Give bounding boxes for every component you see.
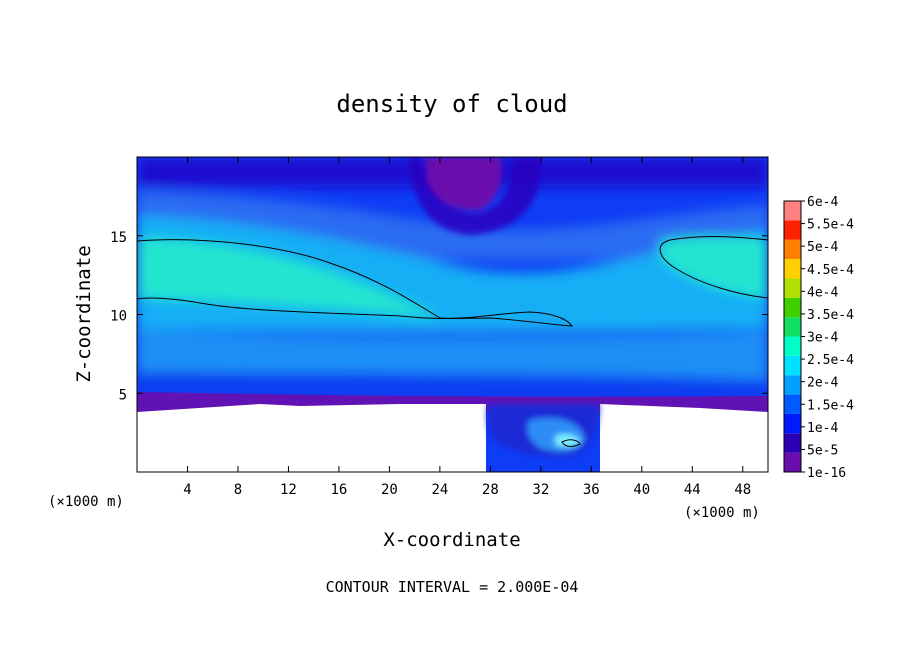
colorbar: 1e-16 5e-5 1e-4 1.5e-4 2e-4 2.5e-4 3e-4 3.5e-4 4… — [783, 195, 854, 481]
x-tick-label: 20 — [381, 482, 398, 498]
colorbar-swatch — [784, 355, 801, 376]
lower-blue-layer — [137, 372, 768, 402]
colorbar-swatch — [784, 259, 801, 279]
turquoise-core-left — [137, 238, 440, 318]
x-unit-right: (×1000 m) — [684, 505, 760, 521]
x-axis-label: X-coordinate — [383, 529, 520, 551]
colorbar-label: 5e-5 — [807, 443, 838, 458]
dark-blue-rim — [410, 157, 541, 235]
chart-title: density of cloud — [336, 90, 567, 118]
colorbar-swatch — [784, 336, 801, 356]
y-axis-label: Z-coordinate — [73, 245, 95, 382]
x-tick-label: 24 — [431, 482, 448, 498]
low-density-pocket — [425, 157, 502, 211]
colorbar-label: 3e-4 — [807, 331, 838, 346]
colorbar-swatch — [784, 375, 801, 395]
contour-interval-note: CONTOUR INTERVAL = 2.000E-04 — [326, 578, 579, 596]
contour-plume — [561, 439, 581, 447]
colorbar-swatch — [784, 452, 801, 472]
y-tick-label: 5 — [119, 387, 127, 403]
x-tick-label: 8 — [234, 482, 242, 498]
turquoise-core-right — [660, 236, 768, 298]
plot-area — [137, 157, 768, 472]
x-unit-left: (×1000 m) — [48, 494, 124, 510]
x-tick-label: 44 — [684, 482, 701, 498]
colorbar-swatch — [784, 394, 801, 414]
x-axis-ticks: 4 8 12 16 20 24 28 32 36 40 44 48 — [183, 157, 751, 498]
colorbar-swatch — [784, 278, 801, 298]
colorbar-label: 5.5e-4 — [807, 218, 854, 233]
x-tick-label: 48 — [734, 482, 751, 498]
x-tick-label: 16 — [330, 482, 347, 498]
x-tick-label: 4 — [183, 482, 191, 498]
x-tick-label: 32 — [532, 482, 549, 498]
colorbar-label: 1e-4 — [807, 421, 838, 436]
x-tick-label: 36 — [583, 482, 600, 498]
y-axis-ticks: 5 10 15 — [110, 230, 768, 403]
contour-lines — [137, 236, 768, 447]
colorbar-label: 4e-4 — [807, 285, 838, 300]
contour-right-band — [659, 236, 768, 299]
colorbar-label: 2e-4 — [807, 376, 838, 391]
colorbar-label: 6e-4 — [807, 195, 838, 210]
no-data-region-right — [600, 404, 768, 472]
colorbar-label: 1.5e-4 — [807, 398, 854, 413]
lower-cyan-layer — [137, 330, 768, 380]
colorbar-swatch — [784, 201, 801, 221]
y-tick-label: 10 — [110, 309, 127, 325]
y-tick-label: 15 — [110, 230, 127, 246]
contour-left-band — [137, 239, 573, 327]
colorbar-label: 3.5e-4 — [807, 308, 854, 323]
colorbar-label: 5e-4 — [807, 240, 838, 255]
x-tick-label: 28 — [482, 482, 499, 498]
colorbar-swatch — [784, 433, 801, 453]
colorbar-label: 4.5e-4 — [807, 263, 854, 278]
colorbar-label: 1e-16 — [807, 466, 846, 481]
colorbar-swatch — [784, 317, 801, 337]
colorbar-swatch — [784, 297, 801, 318]
colorbar-swatch — [784, 413, 801, 434]
colorbar-swatch — [784, 239, 801, 260]
x-tick-label: 12 — [280, 482, 297, 498]
colorbar-label: 2.5e-4 — [807, 353, 854, 368]
colorbar-swatch — [784, 220, 801, 240]
x-tick-label: 40 — [633, 482, 650, 498]
no-data-region — [137, 404, 486, 472]
